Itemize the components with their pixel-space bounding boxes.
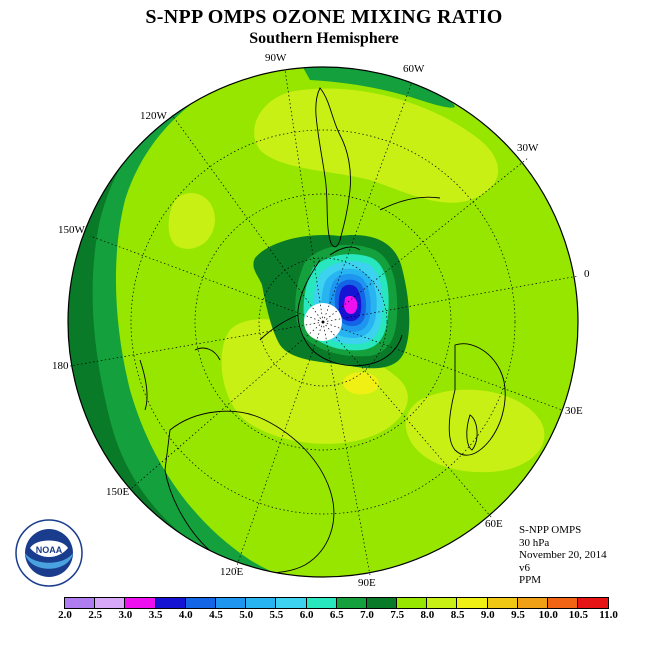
colorbar-tick-label: 10.5 [568,609,589,621]
lon-label-120w: 120W [140,110,167,122]
map-subtitle: Southern Hemisphere [249,30,399,47]
colorbar-swatch [517,598,548,608]
colorbar-swatch [155,598,186,608]
colorbar-tick-label: 9.5 [511,609,525,621]
lon-label-90w: 90W [265,52,287,64]
ozone-field-8.0-south [221,319,408,444]
lon-label-150w: 150W [58,224,85,236]
lon-label-30w: 30W [517,142,539,154]
colorbar-tick-label: 3.5 [148,609,163,621]
colorbar-tick-label: 8.5 [450,609,465,621]
lon-label-90e: 90E [358,577,376,589]
colorbar-tick-label: 4.5 [209,609,223,621]
colorbar-swatch [65,598,96,608]
colorbar-tick-label: 9.0 [480,609,495,621]
colorbar-swatch [457,598,488,608]
colorbar-tick-label: 2.5 [88,609,103,621]
coastlines [139,87,506,574]
colorbar-swatch [427,598,458,608]
colorbar-tick-label: 7.0 [360,609,374,621]
colorbar-tick-label: 4.0 [178,609,193,621]
colorbar-swatch [215,598,247,608]
map-title: S-NPP OMPS OZONE MIXING RATIO [145,6,503,28]
lon-label-60e: 60E [485,518,503,530]
map-boundary [67,66,579,578]
colorbar-tick-label: 2.0 [58,609,72,621]
lon-label-180: 180 [52,360,69,372]
lon-label-60w: 60W [403,63,425,75]
graticule [69,69,579,576]
colorbar-swatch [125,598,156,608]
colorbar-swatch [397,598,428,608]
colorbar-swatch [95,598,126,608]
lon-label-150e: 150E [106,486,130,498]
ozone-field-8.0-north [254,88,499,203]
colorbar-tick-label: 7.5 [390,609,405,621]
colorbar-tick-label: 5.5 [269,609,284,621]
colorbar-tick-label: 3.0 [118,609,133,621]
colorbar-swatch [306,598,337,608]
ozone-field-6.5-north [300,67,455,108]
product-info: S-NPP OMPS 30 hPa November 20, 2014 v6 P… [519,524,607,587]
info-instrument: S-NPP OMPS [519,524,582,536]
noaa-logo-text: NOAA [36,545,63,555]
colorbar-swatch [548,598,579,608]
colorbar-tick-label: 6.0 [299,609,314,621]
noaa-logo-icon: NOAA [15,519,83,587]
colorbar-tick-label: 11.0 [599,609,618,621]
info-date: November 20, 2014 [519,549,607,561]
ozone-field-8.0-west [168,192,215,249]
ozone-field-6.5 [68,67,578,577]
colorbar-swatch [276,598,307,608]
colorbar-tick-label: 6.5 [329,609,344,621]
info-level: 30 hPa [519,536,550,549]
colorbar-tick-label: 8.0 [420,609,435,621]
info-units: PPM [519,574,542,586]
colorbar-swatch [366,598,398,608]
lon-label-30e: 30E [565,405,583,417]
lon-label-0: 0 [584,268,590,280]
colorbar [64,597,610,609]
ozone-field-8.0-east [405,389,545,473]
colorbar-swatch [336,598,367,608]
lon-label-120e: 120E [220,566,244,578]
ozone-field-8.5 [343,372,379,395]
colorbar-tick-label: 10.0 [538,609,558,621]
colorbar-tick-label: 5.0 [239,609,254,621]
colorbar-swatch [246,598,277,608]
colorbar-swatch [487,598,518,608]
ozone-field-3.0 [344,295,358,314]
colorbar-swatch [185,598,216,608]
info-version: v6 [519,561,530,574]
colorbar-swatch [578,598,609,608]
